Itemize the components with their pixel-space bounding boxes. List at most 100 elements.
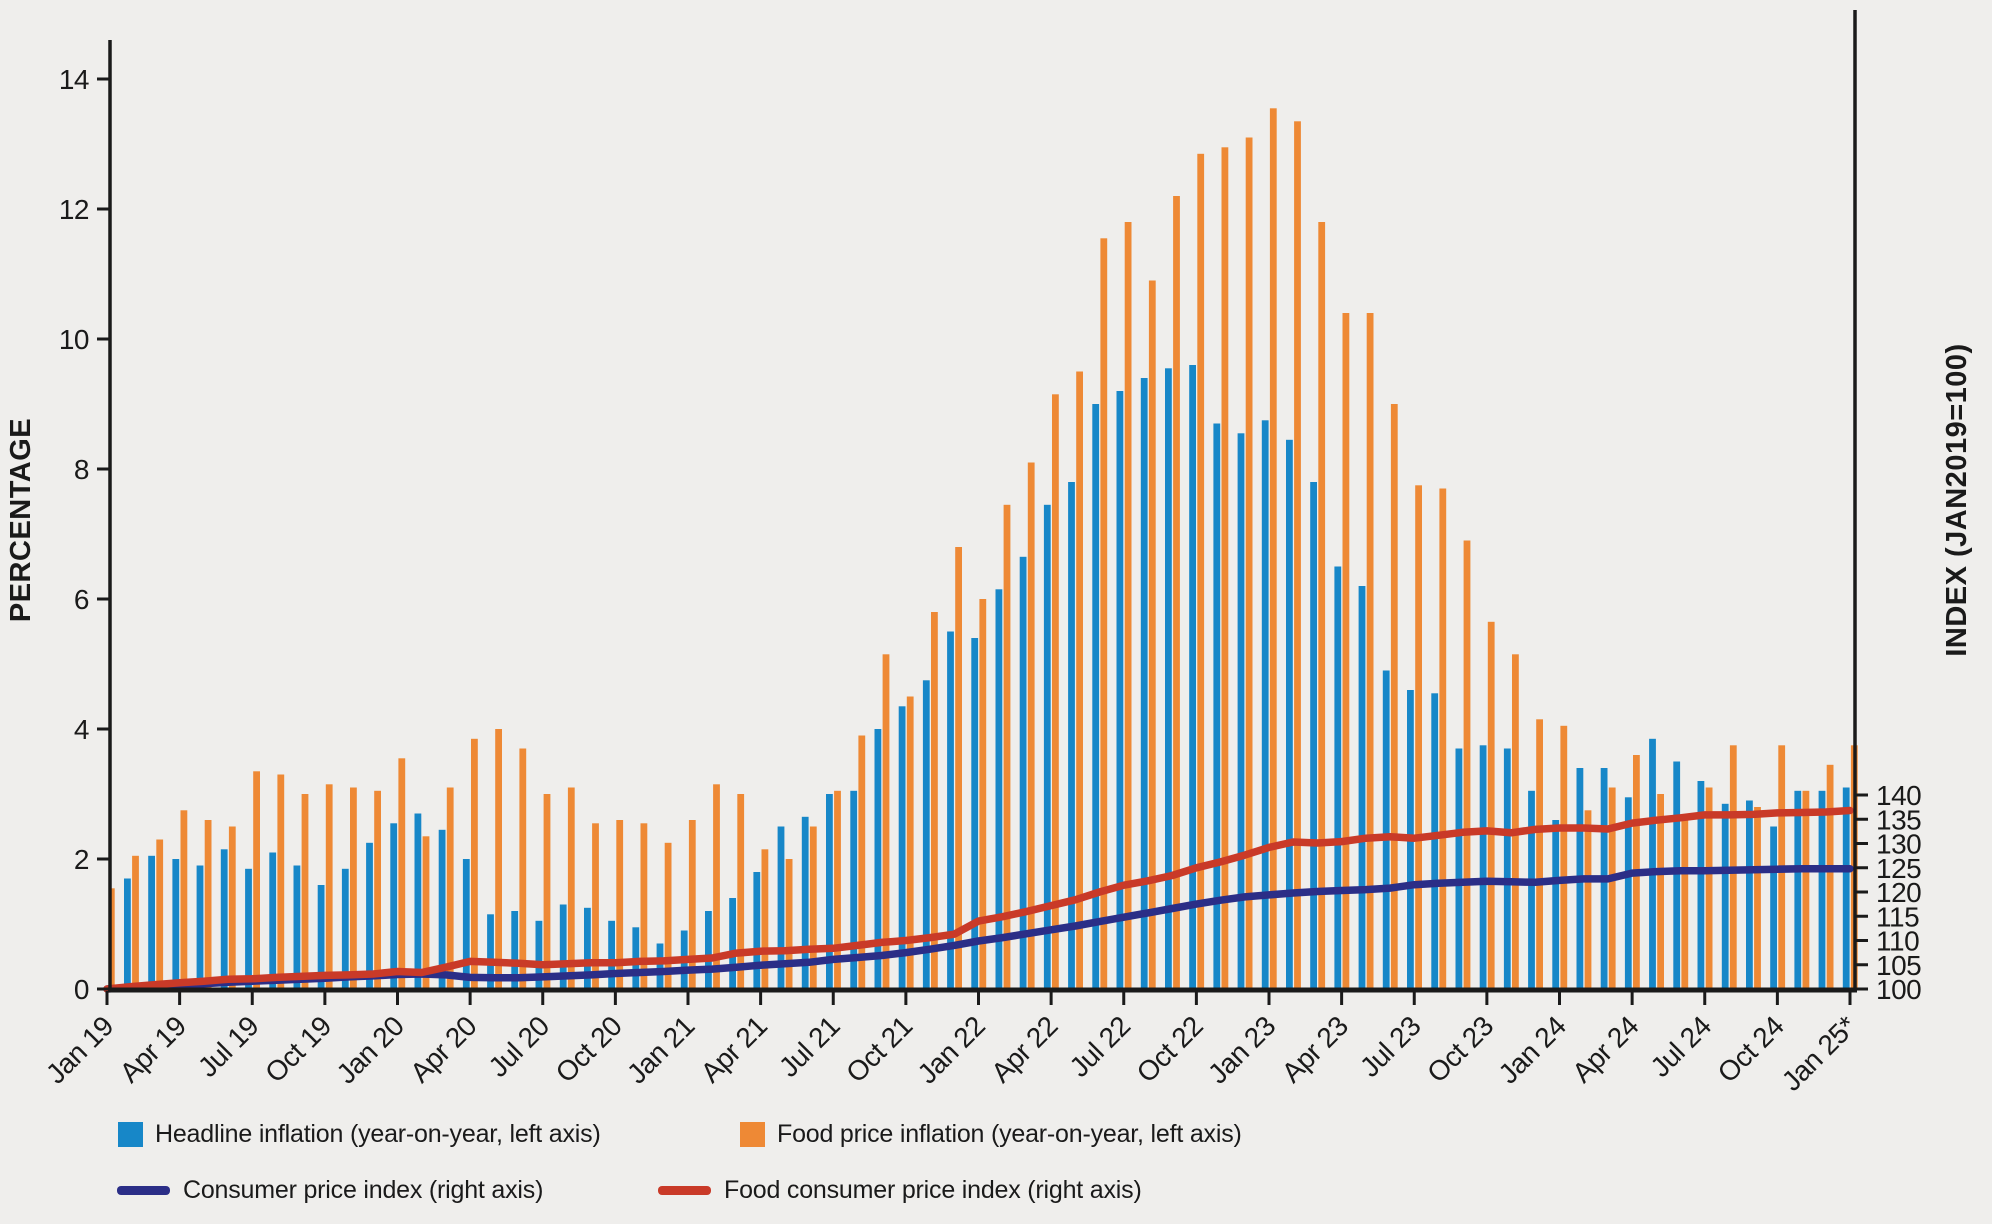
- food-bar: [1560, 725, 1568, 990]
- x-tick-label: Apr 22: [985, 1010, 1063, 1088]
- food-bar: [979, 599, 987, 989]
- food-bar: [446, 787, 454, 989]
- headline-bar: [1334, 566, 1342, 989]
- headline-bar: [1286, 439, 1293, 990]
- left-axis-title: PERCENTAGE: [5, 418, 37, 622]
- headline-bar: [245, 868, 252, 990]
- right-tick-label: 135: [1876, 804, 1921, 835]
- right-tick-label: 105: [1876, 950, 1921, 981]
- food-bar: [228, 826, 236, 989]
- headline-bar: [1310, 482, 1317, 989]
- food-bar: [204, 820, 212, 989]
- x-tick-label: Jan 19: [40, 1010, 119, 1089]
- food-bar: [882, 654, 890, 990]
- food-bar: [1366, 313, 1374, 989]
- headline-bar: [1116, 391, 1124, 989]
- headline-bar: [947, 631, 954, 989]
- headline-bar: [124, 878, 131, 989]
- headline-bar: [1431, 693, 1439, 990]
- food-bar: [761, 849, 769, 990]
- food-bar: [834, 790, 841, 990]
- headline-bar: [269, 852, 277, 989]
- food-bar: [1269, 108, 1277, 990]
- headline-bar: [100, 885, 107, 989]
- food-bar: [1390, 404, 1398, 989]
- headline-bar: [995, 589, 1003, 990]
- headline-bar: [1043, 504, 1051, 990]
- headline-bar: [971, 638, 979, 989]
- headline-bar: [1261, 420, 1269, 990]
- x-tick-label: Apr 20: [404, 1010, 482, 1088]
- x-tick-label: Jan 22: [911, 1010, 990, 1089]
- legend-item-food-cpi: Food consumer price index (right axis): [658, 1176, 1142, 1205]
- headline-bar: [220, 849, 228, 990]
- food-bar: [785, 859, 793, 989]
- headline-bar: [1068, 482, 1075, 989]
- right-tick-label: 140: [1876, 780, 1921, 811]
- food-bar: [858, 735, 866, 989]
- headline-bar: [487, 914, 494, 990]
- headline-bar: [366, 842, 373, 990]
- headline-bar: [874, 729, 882, 989]
- food-bar: [1076, 371, 1083, 989]
- food-bar: [1294, 121, 1301, 990]
- food-bar: [1318, 222, 1326, 989]
- food-bar: [1608, 787, 1616, 989]
- headline-bar: [1140, 378, 1148, 989]
- food-bar: [253, 771, 260, 990]
- legend-label-headline: Headline inflation (year-on-year, left a…: [155, 1120, 601, 1148]
- right-tick-label: 130: [1876, 829, 1921, 860]
- food-bar: [543, 794, 551, 989]
- headline-swatch-icon: [118, 1122, 143, 1147]
- food-bar: [1826, 764, 1834, 990]
- x-tick-label: Apr 19: [114, 1010, 192, 1088]
- food-bar: [713, 784, 720, 990]
- right-tick-label: 115: [1876, 901, 1919, 932]
- left-tick-label: 2: [74, 844, 89, 875]
- headline-bar: [341, 868, 349, 990]
- x-tick-label: Jul 20: [482, 1010, 555, 1083]
- right-tick-label: 120: [1876, 877, 1921, 908]
- right-tick-label: 100: [1876, 974, 1921, 1005]
- x-tick-label: Oct 22: [1131, 1010, 1209, 1088]
- left-tick-label: 14: [59, 64, 89, 95]
- headline-bar: [1019, 556, 1027, 990]
- food-bar: [422, 836, 430, 990]
- food-bar: [664, 842, 672, 990]
- food-bar: [1197, 153, 1205, 990]
- food-bar: [156, 839, 164, 989]
- headline-bar: [172, 859, 180, 989]
- food-bar: [132, 855, 139, 990]
- headline-bar: [1237, 433, 1245, 990]
- food-bar: [495, 729, 502, 989]
- left-tick-label: 8: [74, 454, 89, 485]
- headline-bar: [293, 865, 301, 989]
- headline-bar: [1746, 800, 1753, 989]
- x-tick-label: Apr 23: [1276, 1010, 1354, 1088]
- x-tick-label: Oct 20: [550, 1010, 628, 1088]
- headline-bar: [898, 706, 906, 990]
- x-tick-label: Oct 23: [1421, 1010, 1499, 1088]
- food-bar: [1681, 820, 1689, 989]
- headline-bar: [729, 898, 736, 989]
- headline-bar: [705, 911, 712, 989]
- headline-bar: [1794, 790, 1802, 990]
- x-tick-label: Jan 24: [1492, 1010, 1571, 1089]
- food-bar: [110, 888, 115, 990]
- headline-bar: [1842, 787, 1850, 989]
- food-cpi-line: [103, 806, 1854, 993]
- headline-bar: [1503, 748, 1511, 989]
- x-tick-label: Oct 21: [840, 1010, 918, 1088]
- legend-item-food: Food price inflation (year-on-year, left…: [740, 1120, 1242, 1149]
- food-bar: [1245, 137, 1253, 989]
- food-bar: [519, 748, 527, 989]
- x-tick-label: Jul 22: [1063, 1010, 1136, 1083]
- headline-bar: [922, 680, 930, 990]
- headline-bar: [1721, 803, 1729, 990]
- food-cpi-line-swatch-icon: [658, 1186, 711, 1195]
- food-bar: [374, 790, 381, 990]
- headline-bar: [317, 885, 325, 989]
- right-tick-label: 125: [1876, 853, 1921, 884]
- headline-bar: [1479, 745, 1487, 990]
